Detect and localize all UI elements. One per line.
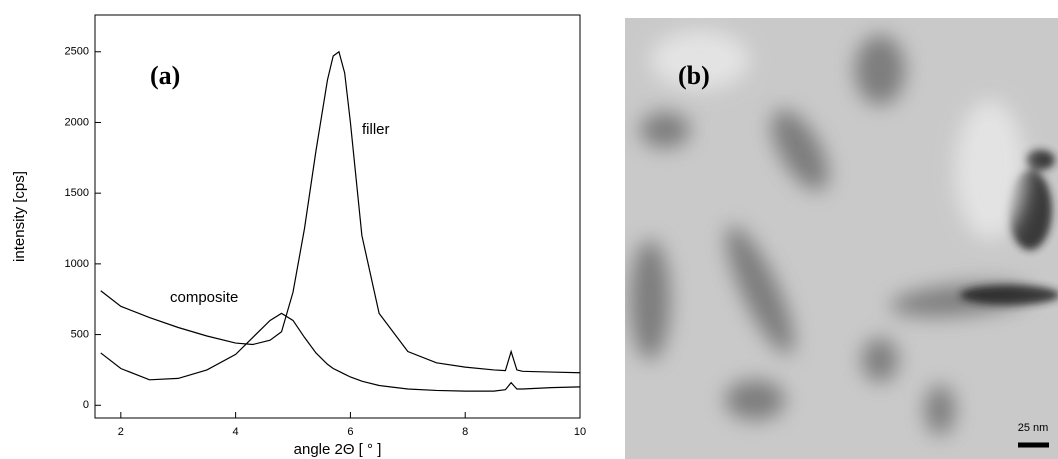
y-tick-label: 1500 <box>65 187 89 199</box>
panel-label: (a) <box>150 61 180 90</box>
x-tick-label: 4 <box>233 426 239 438</box>
x-tick-label: 6 <box>347 426 353 438</box>
tem-image: (b) 25 nm <box>625 18 1058 459</box>
scale-bar-label: 25 nm <box>1018 422 1049 434</box>
series-label: composite <box>170 289 238 306</box>
y-axis-title: intensity [cps] <box>11 171 28 262</box>
y-tick-label: 2500 <box>65 46 89 58</box>
x-tick-label: 2 <box>118 426 124 438</box>
y-tick-label: 1000 <box>65 258 89 270</box>
x-tick-label: 8 <box>462 426 468 438</box>
y-tick-label: 0 <box>83 399 89 411</box>
y-tick-label: 2000 <box>65 116 89 128</box>
data-line <box>100 50 581 374</box>
image-panel-label: (b) <box>678 61 710 90</box>
data-line <box>100 312 581 392</box>
series-label: filler <box>362 121 390 138</box>
y-tick-label: 500 <box>71 328 89 340</box>
x-tick-label: 10 <box>574 426 586 438</box>
x-axis-title: angle 2Θ [ ° ] <box>294 441 382 458</box>
plot-frame <box>94 14 581 419</box>
